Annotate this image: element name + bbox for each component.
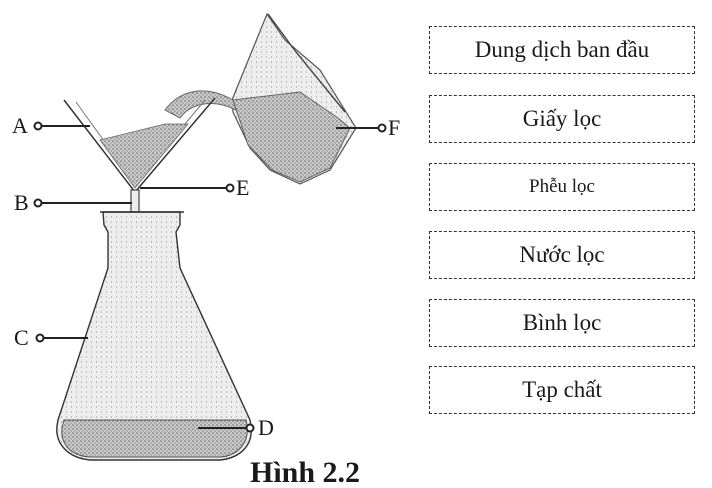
pouring-beaker-f (231, 12, 357, 185)
label-b: B (14, 190, 29, 215)
term-box-nuoc-loc: Nước lọc (429, 231, 695, 279)
liquid-stream (164, 90, 237, 119)
term-box-giay-loc: Giấy lọc (429, 95, 695, 143)
erlenmeyer-flask (56, 211, 252, 461)
term-box-pheu-loc: Phễu lọc (429, 163, 695, 211)
term-box-dung-dich-ban-dau: Dung dịch ban đầu (429, 26, 695, 74)
term-box-tap-chat: Tạp chất (429, 366, 695, 414)
figure-caption: Hình 2.2 (250, 458, 361, 488)
term-box-binh-loc: Bình lọc (429, 299, 695, 347)
label-a: A (12, 113, 28, 138)
label-f: F (388, 115, 401, 140)
label-c: C (14, 325, 29, 350)
label-e: E (236, 175, 250, 200)
leader-lines (33, 121, 387, 433)
label-d: D (258, 415, 274, 440)
